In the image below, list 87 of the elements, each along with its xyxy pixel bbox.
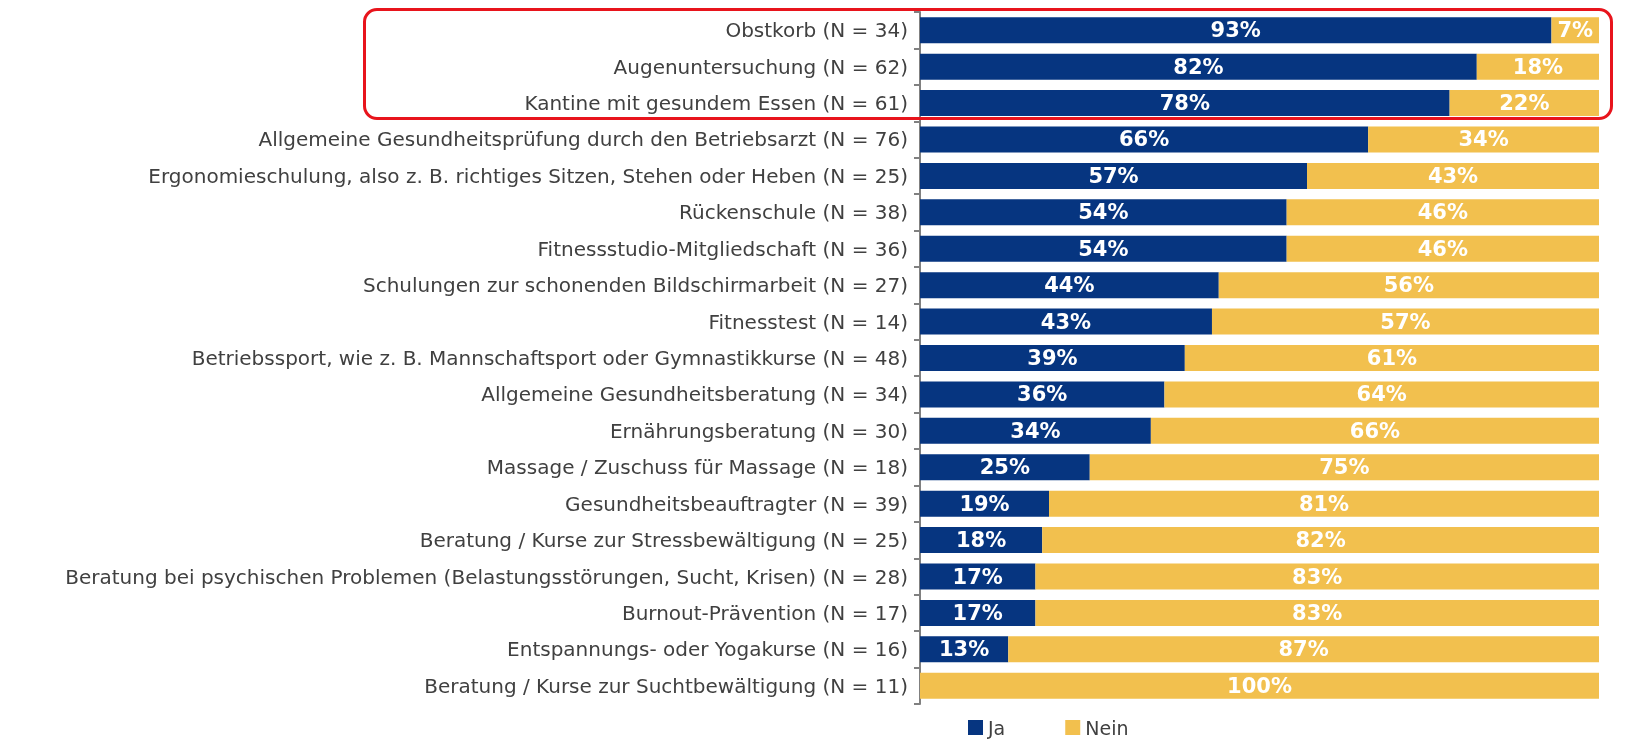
data-label: 82% — [1173, 54, 1224, 79]
y-tick-label: Beratung bei psychischen Problemen (Belastungsstörungen, Sucht, Krisen) (N = 28) — [65, 564, 908, 589]
bar — [1164, 381, 1599, 408]
y-tick-label: Burnout-Prävention (N = 17) — [621, 600, 908, 625]
bar — [1286, 199, 1599, 226]
y-tick-label: Obstkorb (N = 34) — [725, 18, 908, 43]
data-label: 44% — [1044, 273, 1095, 298]
bar — [1049, 490, 1599, 517]
bar — [1286, 235, 1599, 262]
bar — [1035, 563, 1599, 590]
bar — [920, 53, 1477, 80]
data-label: 87% — [1278, 637, 1329, 662]
y-tick-label: Betriebssport, wie z. B. Mannschaftsport oder Gymnastikkurse (N = 48) — [191, 346, 908, 370]
data-label: 46% — [1417, 200, 1468, 225]
y-tick-label: Gesundheitsbeauftragter (N = 39) — [565, 491, 908, 516]
data-label: 83% — [1292, 600, 1343, 625]
data-label: 66% — [1118, 127, 1170, 152]
data-label: 54% — [1078, 236, 1129, 261]
data-label: 61% — [1366, 346, 1418, 370]
y-tick-label: Entspannungs- oder Yogakurse (N = 16) — [507, 637, 908, 662]
data-label: 56% — [1383, 273, 1435, 298]
bar — [920, 17, 1552, 44]
bar — [1211, 308, 1599, 335]
bar — [1008, 636, 1599, 663]
y-tick-label: Massage / Zuschuss für Massage (N = 18) — [486, 455, 908, 480]
y-tick-label: Schulungen zur schonenden Bildschirmarbeit (N = 27) — [362, 273, 908, 298]
bar — [1035, 599, 1599, 626]
data-label: 54% — [1078, 200, 1129, 225]
y-tick-label: Ernährungsberatung (N = 30) — [609, 418, 908, 443]
y-tick-label: Fitnesstest (N = 14) — [708, 309, 908, 334]
data-label: 18% — [955, 528, 1007, 553]
y-tick-label: Rückenschule (N = 38) — [679, 200, 908, 225]
y-tick-label: Beratung / Kurse zur Stressbewältigung (N = 25) — [419, 528, 908, 553]
data-label: 81% — [1298, 491, 1350, 516]
data-label: 25% — [979, 455, 1031, 480]
y-tick-label: Allgemeine Gesundheitsprüfung durch den Betriebsarzt (N = 76) — [258, 127, 908, 152]
y-tick-label: Beratung / Kurse zur Suchtbewältigung (N = 11) — [424, 673, 908, 698]
bar — [920, 90, 1450, 117]
data-label: 100% — [1227, 673, 1292, 698]
bar — [1307, 162, 1599, 189]
bar — [1184, 345, 1599, 371]
data-label: 64% — [1356, 382, 1407, 407]
data-label: 36% — [1017, 382, 1068, 407]
bar — [920, 235, 1287, 262]
data-label: 7% — [1557, 18, 1594, 43]
data-label: 75% — [1319, 455, 1370, 480]
data-label: 19% — [959, 491, 1010, 516]
data-label: 17% — [952, 564, 1003, 589]
y-tick-label: Kantine mit gesundem Essen (N = 61) — [524, 91, 908, 116]
data-label: 93% — [1210, 18, 1261, 43]
y-tick-label: Ergonomieschulung, also z. B. richtiges Sitzen, Stehen oder Heben (N = 25) — [148, 163, 908, 188]
data-label: 43% — [1427, 163, 1479, 188]
data-label: 57% — [1088, 163, 1139, 188]
data-label: 82% — [1295, 528, 1346, 553]
data-label: 18% — [1512, 54, 1564, 79]
data-label: 66% — [1349, 418, 1401, 443]
legend-label: Nein — [1085, 716, 1129, 739]
data-label: 78% — [1159, 91, 1210, 116]
bar — [920, 417, 1151, 444]
data-label: 43% — [1040, 309, 1092, 334]
bar — [920, 308, 1212, 335]
y-tick-label: Augenuntersuchung (N = 62) — [613, 54, 908, 79]
bar — [1150, 417, 1599, 444]
data-label: 13% — [939, 637, 990, 662]
bar — [920, 454, 1090, 481]
data-label: 22% — [1499, 91, 1550, 116]
data-label: 34% — [1458, 127, 1509, 152]
bar — [920, 272, 1219, 299]
bar — [1042, 527, 1599, 554]
bar — [920, 345, 1185, 371]
bar — [920, 199, 1287, 226]
bar — [920, 381, 1165, 408]
bar — [1368, 126, 1599, 153]
y-tick-label: Fitnessstudio-Mitgliedschaft (N = 36) — [537, 236, 908, 261]
data-label: 57% — [1380, 309, 1431, 334]
data-label: 83% — [1292, 564, 1343, 589]
bar — [1089, 454, 1599, 481]
data-label: 17% — [952, 600, 1003, 625]
bar — [920, 672, 1599, 699]
y-tick-label: Allgemeine Gesundheitsberatung (N = 34) — [481, 382, 908, 407]
data-label: 39% — [1027, 346, 1078, 370]
bar — [1218, 272, 1599, 299]
data-label: 46% — [1417, 236, 1468, 261]
bar — [920, 162, 1308, 189]
legend-label: Ja — [987, 716, 1006, 739]
bar — [920, 126, 1369, 153]
data-label: 34% — [1010, 418, 1061, 443]
